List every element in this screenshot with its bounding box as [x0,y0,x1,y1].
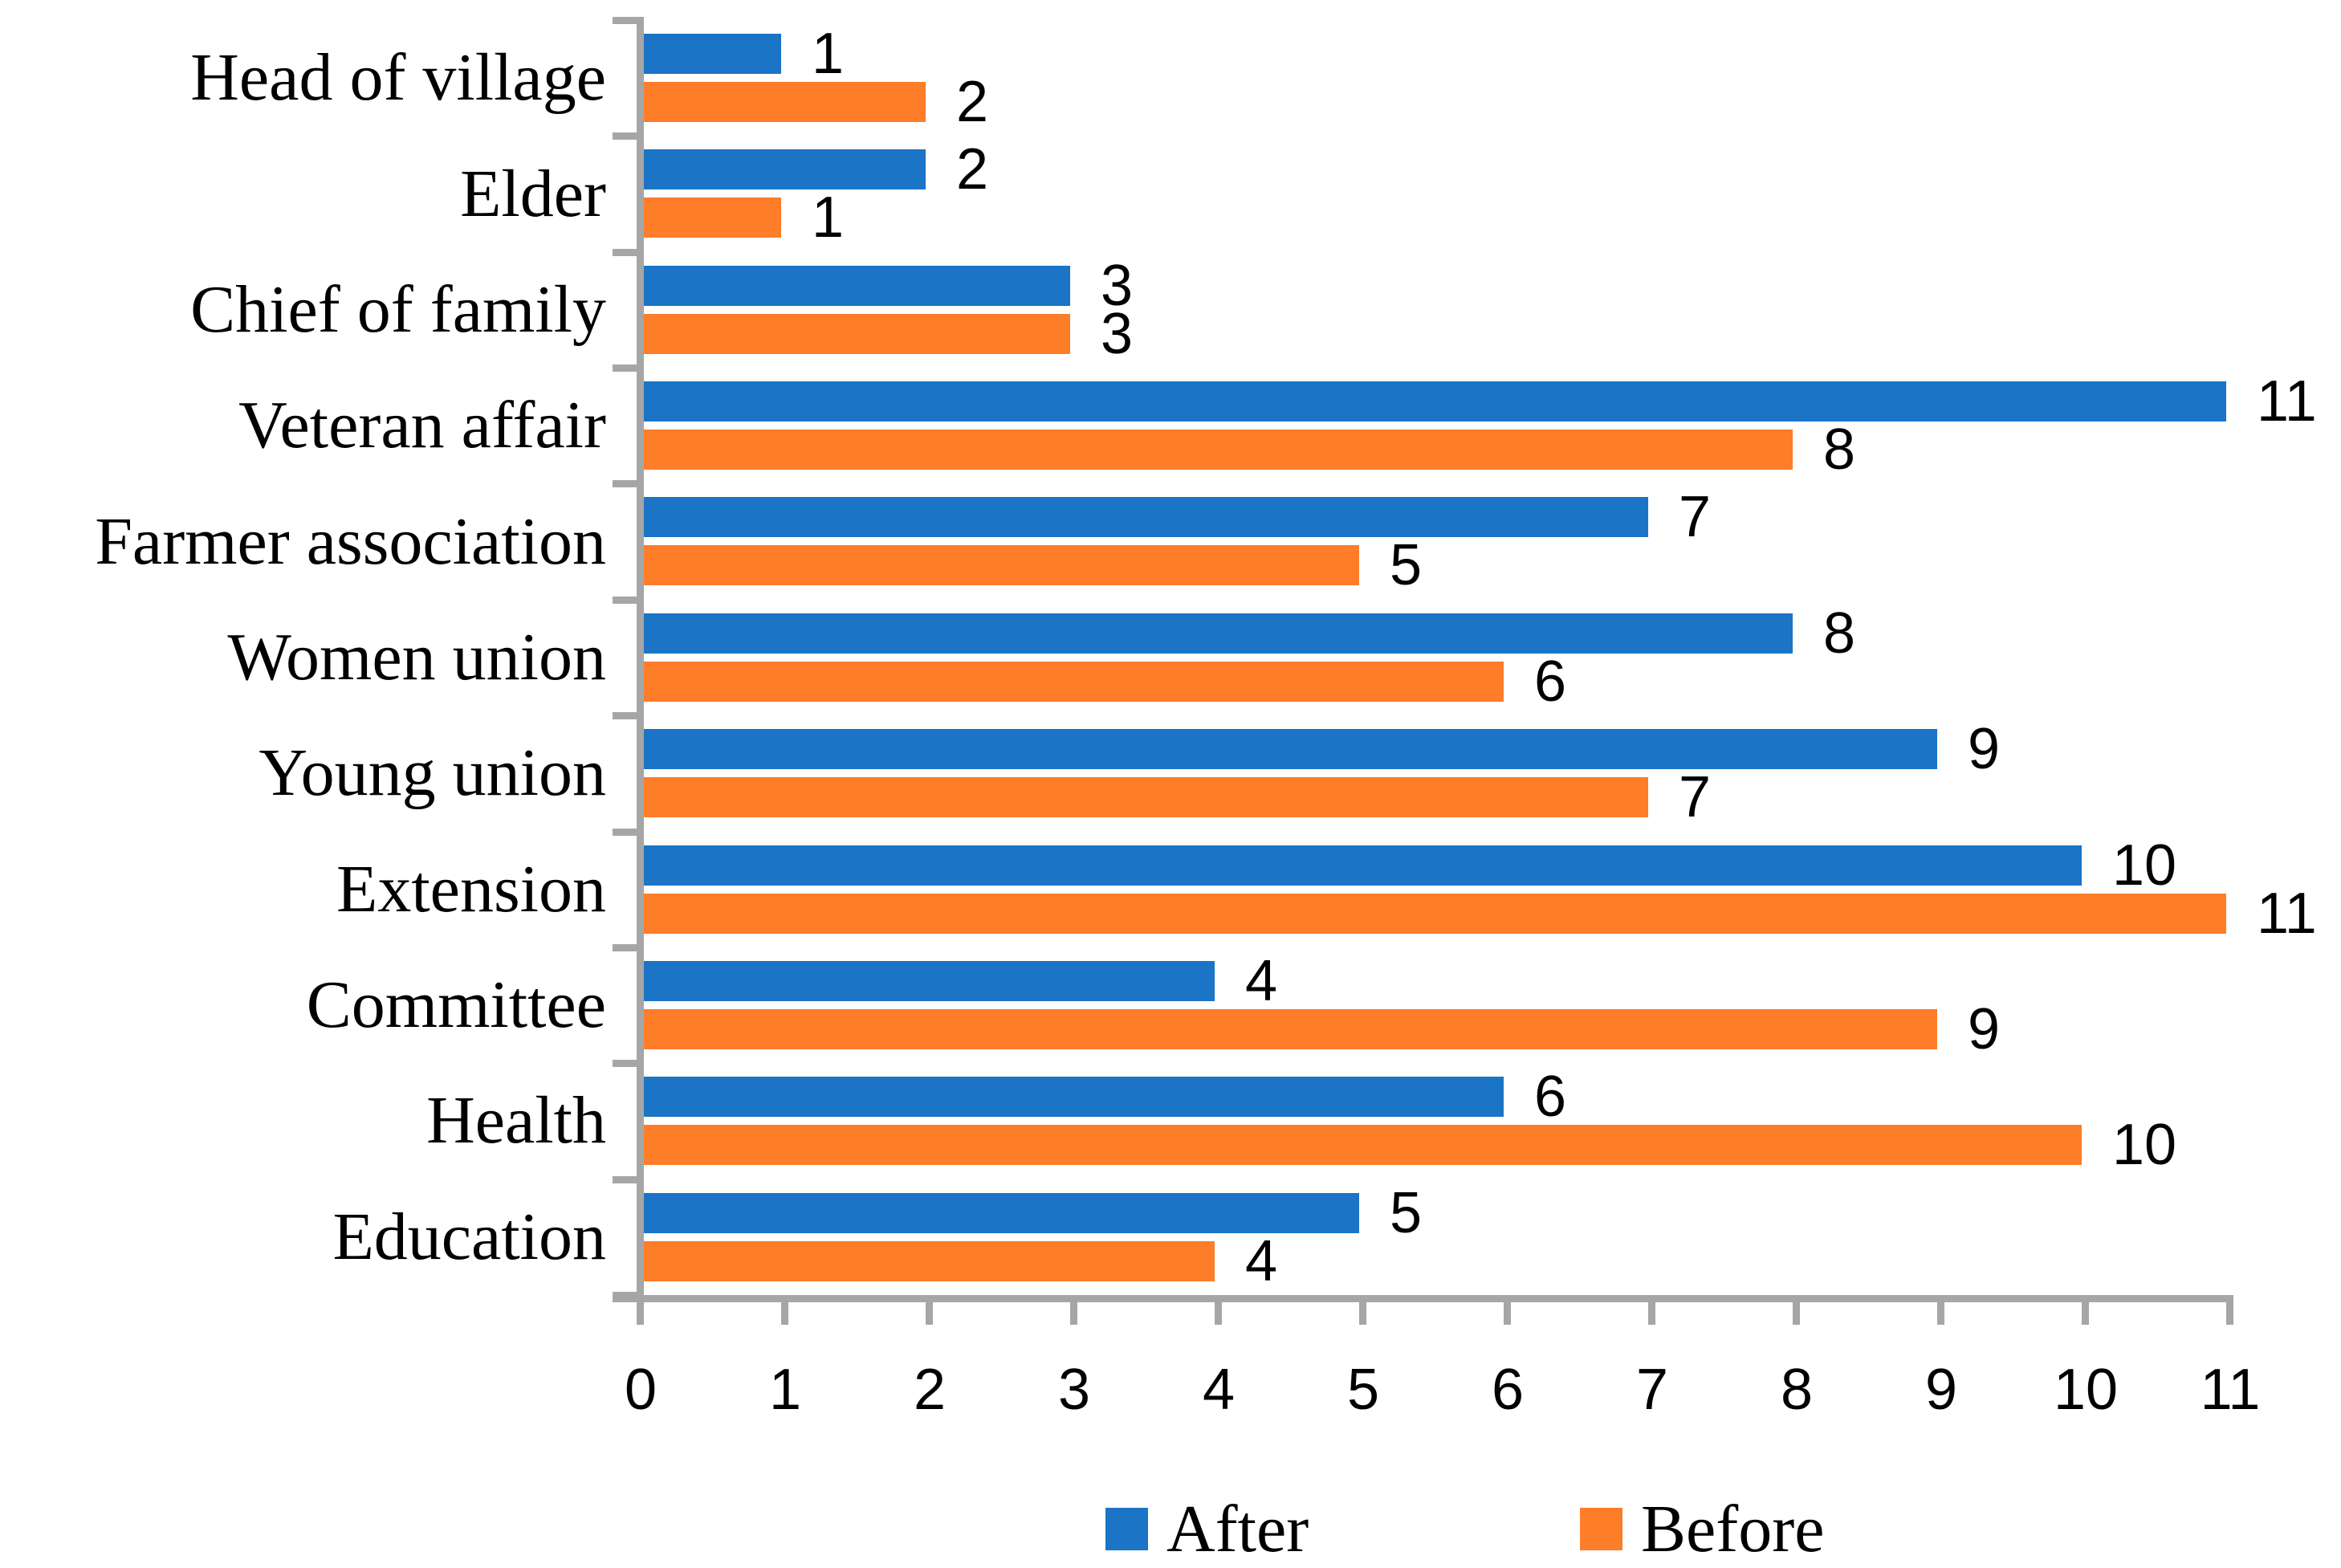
category-label: Women union [227,619,606,694]
before-bar [644,777,1648,818]
bar-value-label: 8 [1823,417,1856,483]
bar-value-label: 11 [2257,881,2317,946]
x-tick [1504,1295,1511,1325]
x-tick [1359,1295,1366,1325]
legend-swatch-before-icon [1580,1508,1622,1550]
before-bar [644,430,1793,470]
x-tick [1215,1295,1222,1325]
x-tick-label: 3 [1057,1358,1091,1422]
category-label: Head of village [190,40,606,116]
bar-value-label: 10 [2112,1113,2177,1178]
after-bar [644,960,1215,1001]
bar-value-label: 9 [1968,996,2001,1061]
bar-value-label: 3 [1101,301,1134,366]
bar-value-label: 5 [1390,1180,1423,1245]
legend-swatch-after-icon [1105,1508,1148,1550]
before-bar [644,661,1504,702]
category-label: Young union [259,735,606,811]
bar-value-label: 1 [812,185,845,250]
bar-value-label: 7 [1679,765,1712,830]
y-tick [613,17,644,24]
x-tick [2226,1295,2233,1325]
bar-value-label: 6 [1534,1065,1567,1130]
x-tick [781,1295,788,1325]
x-tick [1648,1295,1655,1325]
after-bar [644,34,781,74]
x-tick-label: 2 [913,1358,947,1422]
y-tick [613,480,644,487]
bar-value-label: 6 [1534,649,1567,714]
after-bar [644,1077,1504,1118]
y-tick [613,365,644,372]
bar-value-label: 4 [1245,948,1278,1013]
y-tick [613,1292,644,1299]
after-bar [644,381,2226,422]
before-bar [644,545,1359,586]
after-bar [644,845,2082,886]
bar-value-label: 7 [1679,485,1712,550]
x-axis [613,1295,2233,1302]
x-tick-label: 10 [2053,1358,2119,1422]
legend-label-after: After [1166,1492,1309,1566]
after-bar [644,729,1937,770]
before-bar [644,198,781,238]
before-bar [644,1240,1215,1281]
before-bar [644,1008,1937,1049]
legend-label-before: Before [1641,1492,1825,1566]
x-tick [926,1295,933,1325]
category-label: Farmer association [95,503,606,579]
y-tick [613,249,644,256]
category-label: Chief of family [190,271,606,347]
after-bar [644,497,1648,538]
x-tick [637,1295,644,1325]
x-tick-label: 0 [624,1358,658,1422]
y-tick [613,944,644,951]
bar-value-label: 8 [1823,601,1856,666]
before-bar [644,313,1070,354]
bar-value-label: 11 [2257,369,2317,434]
y-tick [613,597,644,604]
after-bar [644,265,1070,306]
x-tick-label: 6 [1491,1358,1525,1422]
x-tick-label: 9 [1924,1358,1958,1422]
x-tick-label: 8 [1780,1358,1814,1422]
bar-value-label: 1 [812,22,845,86]
category-label: Extension [336,851,606,927]
bar-value-label: 3 [1101,253,1134,318]
category-label: Health [426,1083,606,1159]
category-label: Elder [460,156,606,231]
x-tick-label: 4 [1202,1358,1236,1422]
before-bar [644,82,926,122]
y-tick [613,1060,644,1067]
bar-value-label: 9 [1968,717,2001,782]
before-bar [644,1125,2082,1166]
x-tick-label: 11 [2200,1358,2261,1422]
y-axis [637,17,644,1302]
after-bar [644,613,1793,654]
bar-value-label: 10 [2112,833,2177,898]
y-tick [613,1176,644,1183]
y-tick [613,829,644,836]
y-tick [613,132,644,140]
bar-value-label: 4 [1245,1228,1278,1293]
category-label: Education [332,1199,606,1274]
x-tick-label: 7 [1635,1358,1669,1422]
x-tick [1793,1295,1800,1325]
y-tick [613,712,644,719]
before-bar [644,893,2226,934]
bar-value-label: 5 [1390,533,1423,598]
category-label: Veteran affair [238,388,606,463]
x-tick [2082,1295,2089,1325]
category-label: Committee [306,967,606,1043]
x-tick-label: 1 [768,1358,802,1422]
x-tick-label: 5 [1346,1358,1380,1422]
x-tick [1937,1295,1944,1325]
x-tick [1070,1295,1077,1325]
after-bar [644,1192,1359,1233]
bar-value-label: 2 [956,70,989,134]
after-bar [644,149,926,190]
bar-value-label: 2 [956,137,989,202]
